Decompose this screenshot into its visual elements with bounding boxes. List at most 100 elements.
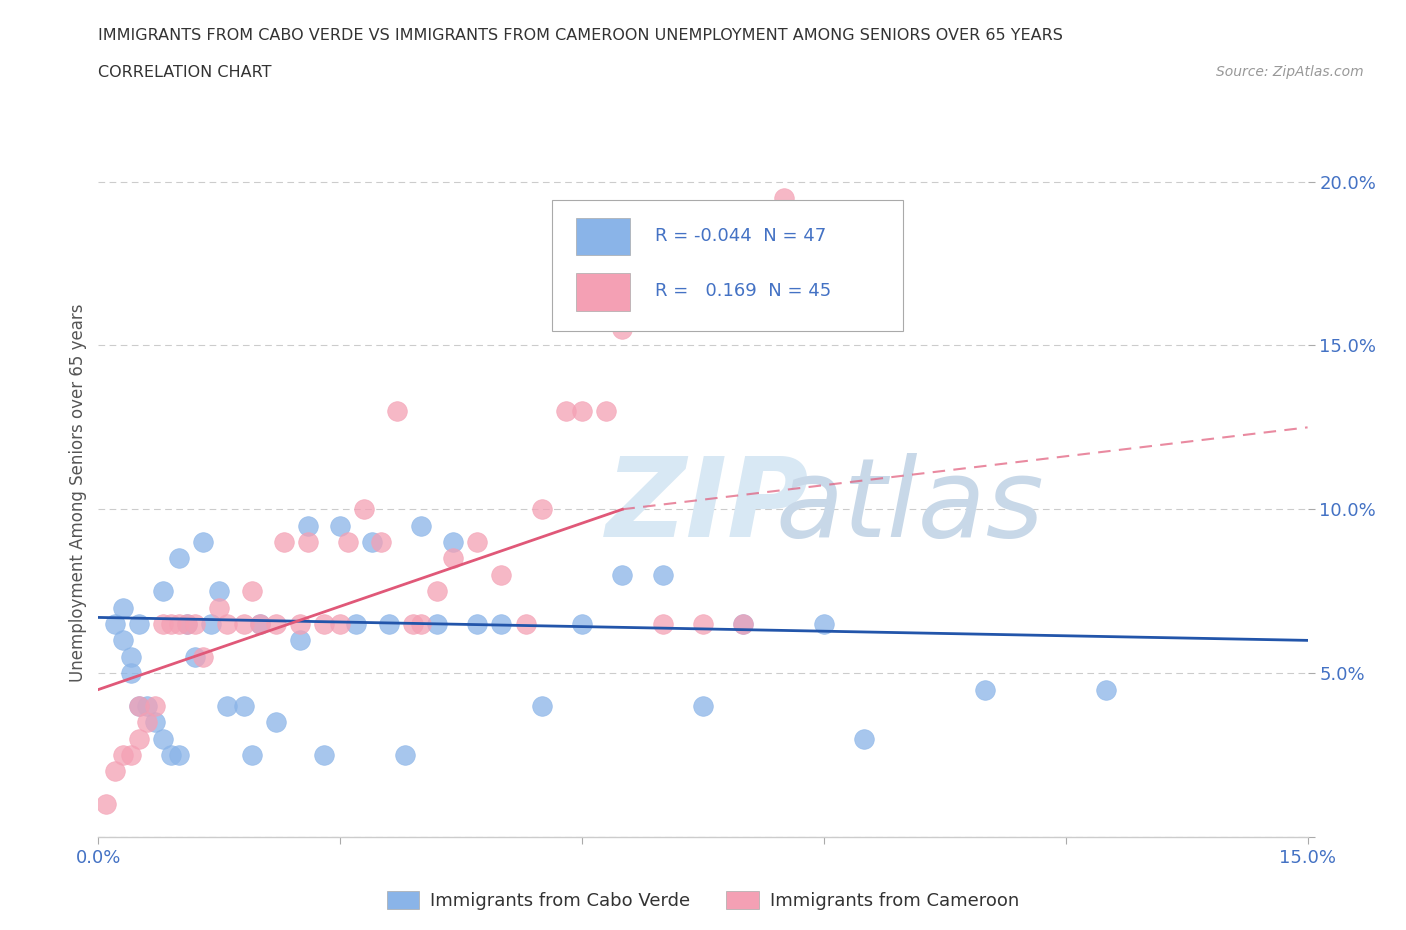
Point: [128, 698, 150, 713]
Point: [515, 617, 537, 631]
Point: [651, 567, 673, 582]
Point: [160, 748, 183, 763]
Point: [184, 617, 207, 631]
Text: ZIP: ZIP: [606, 453, 810, 560]
Point: [370, 535, 392, 550]
Point: [297, 535, 319, 550]
Point: [167, 748, 190, 763]
Point: [128, 698, 150, 713]
Legend: Immigrants from Cabo Verde, Immigrants from Cameroon: Immigrants from Cabo Verde, Immigrants f…: [380, 884, 1026, 917]
Point: [337, 535, 360, 550]
FancyBboxPatch shape: [576, 272, 630, 311]
Point: [193, 649, 215, 664]
Point: [184, 649, 207, 664]
Point: [441, 535, 464, 550]
Point: [111, 633, 134, 648]
Point: [394, 748, 416, 763]
Point: [167, 551, 190, 565]
Point: [135, 715, 157, 730]
Point: [692, 698, 714, 713]
Point: [692, 617, 714, 631]
Point: [264, 715, 287, 730]
Point: [772, 191, 794, 206]
Point: [813, 617, 835, 631]
Text: IMMIGRANTS FROM CABO VERDE VS IMMIGRANTS FROM CAMEROON UNEMPLOYMENT AMONG SENIOR: IMMIGRANTS FROM CABO VERDE VS IMMIGRANTS…: [98, 28, 1063, 43]
Point: [217, 617, 239, 631]
Point: [297, 518, 319, 533]
Point: [530, 698, 553, 713]
Point: [288, 633, 311, 648]
Point: [377, 617, 399, 631]
Point: [152, 584, 174, 599]
FancyBboxPatch shape: [551, 201, 903, 331]
Point: [120, 649, 142, 664]
Point: [200, 617, 222, 631]
Point: [441, 551, 464, 565]
Point: [152, 617, 174, 631]
Point: [595, 404, 617, 418]
Point: [143, 715, 166, 730]
Point: [103, 617, 125, 631]
Point: [465, 617, 488, 631]
Point: [240, 748, 263, 763]
Point: [232, 698, 254, 713]
Point: [111, 748, 134, 763]
Point: [344, 617, 367, 631]
Point: [329, 617, 352, 631]
Y-axis label: Unemployment Among Seniors over 65 years: Unemployment Among Seniors over 65 years: [69, 304, 87, 682]
Text: Source: ZipAtlas.com: Source: ZipAtlas.com: [1216, 65, 1364, 79]
Point: [128, 617, 150, 631]
Point: [733, 617, 755, 631]
Point: [96, 797, 118, 812]
Point: [612, 567, 634, 582]
Point: [409, 617, 432, 631]
Point: [208, 584, 231, 599]
Point: [426, 584, 449, 599]
Point: [143, 698, 166, 713]
Point: [571, 404, 593, 418]
Point: [571, 617, 593, 631]
Point: [974, 682, 997, 697]
Point: [103, 764, 125, 779]
Point: [232, 617, 254, 631]
Point: [111, 600, 134, 615]
Point: [288, 617, 311, 631]
Point: [491, 617, 513, 631]
Point: [491, 567, 513, 582]
Point: [264, 617, 287, 631]
Text: atlas: atlas: [776, 453, 1045, 560]
FancyBboxPatch shape: [576, 218, 630, 256]
Point: [651, 617, 673, 631]
Point: [385, 404, 408, 418]
Point: [152, 731, 174, 746]
Point: [160, 617, 183, 631]
Point: [176, 617, 198, 631]
Point: [240, 584, 263, 599]
Point: [853, 731, 876, 746]
Point: [555, 404, 578, 418]
Point: [135, 698, 157, 713]
Point: [120, 748, 142, 763]
Point: [167, 617, 190, 631]
Text: CORRELATION CHART: CORRELATION CHART: [98, 65, 271, 80]
Point: [353, 502, 375, 517]
Point: [426, 617, 449, 631]
Point: [465, 535, 488, 550]
Text: R = -0.044  N = 47: R = -0.044 N = 47: [655, 227, 825, 246]
Point: [128, 731, 150, 746]
Point: [208, 600, 231, 615]
Point: [314, 617, 336, 631]
Point: [314, 748, 336, 763]
Point: [273, 535, 295, 550]
Point: [329, 518, 352, 533]
Point: [409, 518, 432, 533]
Point: [249, 617, 271, 631]
Point: [217, 698, 239, 713]
Point: [733, 617, 755, 631]
Point: [1095, 682, 1118, 697]
Point: [120, 666, 142, 681]
Point: [176, 617, 198, 631]
Point: [402, 617, 425, 631]
Point: [612, 322, 634, 337]
Point: [530, 502, 553, 517]
